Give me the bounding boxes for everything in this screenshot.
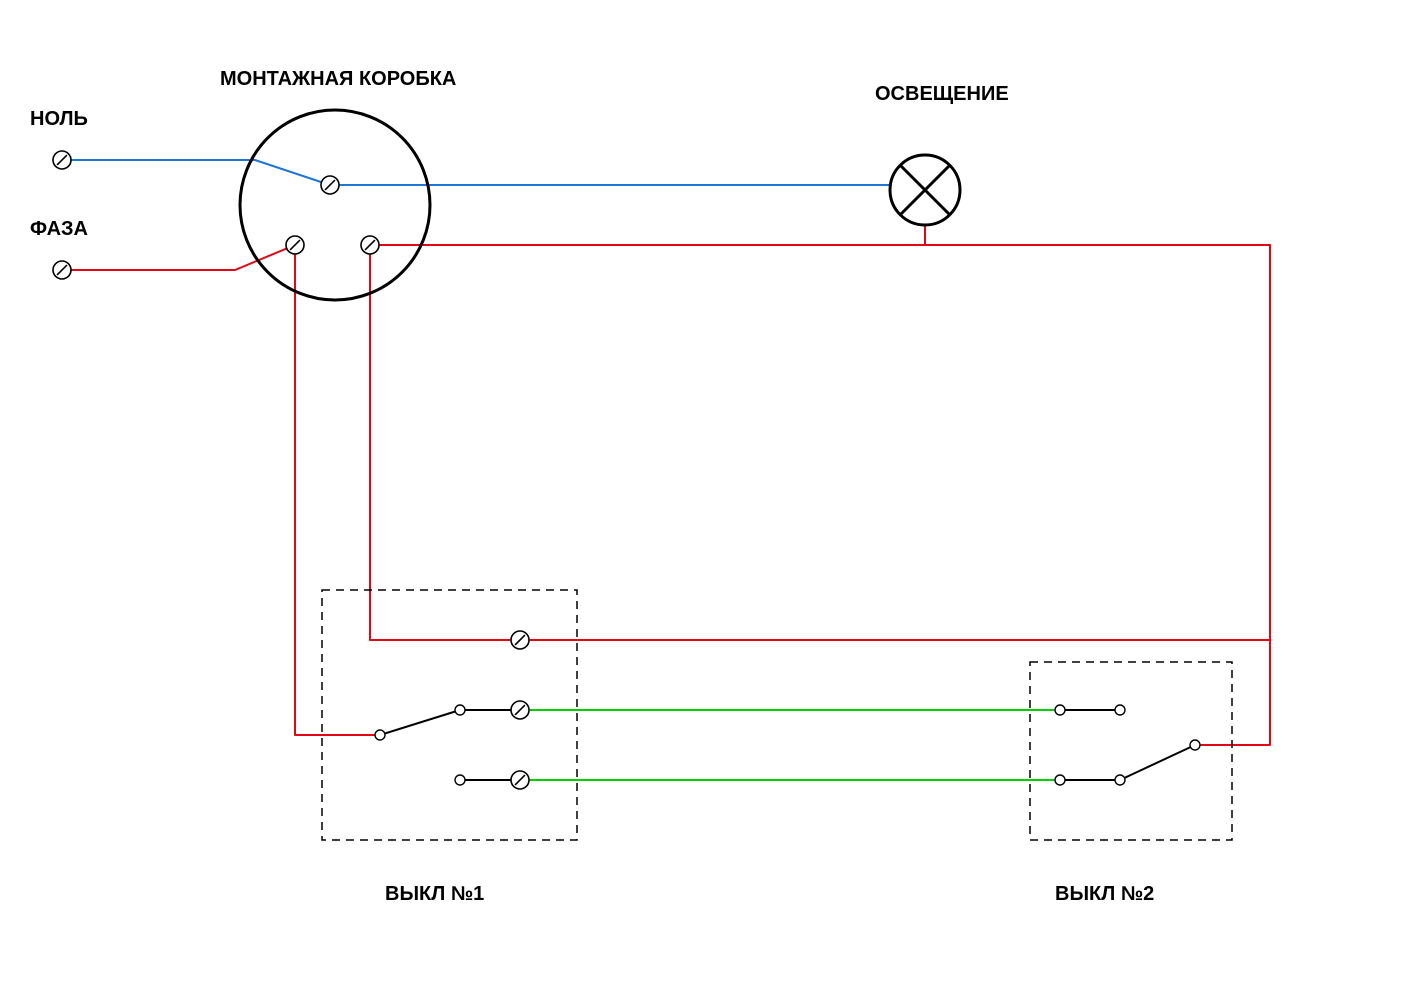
- label-lighting: ОСВЕЩЕНИЕ: [875, 83, 1009, 105]
- switch-arm-sw2-arm: [1120, 745, 1195, 780]
- wire-phase-in-to-jb: [62, 245, 295, 270]
- node-sw1-arm-upper: [455, 705, 465, 715]
- wiring-diagram: НОЛЬ ФАЗА МОНТАЖНАЯ КОРОБКА ОСВЕЩЕНИЕ ВЫКЛ №…: [0, 0, 1413, 988]
- node-sw2-arm-upper: [1115, 705, 1125, 715]
- label-junction_box: МОНТАЖНАЯ КОРОБКА: [220, 68, 456, 90]
- wire-phase-jb-to-sw1common: [295, 245, 380, 735]
- node-sw2-trav-top: [1055, 705, 1065, 715]
- node-sw2-arm-lower: [1115, 775, 1125, 785]
- label-phase: ФАЗА: [30, 218, 88, 240]
- node-sw1-arm-lower: [455, 775, 465, 785]
- wire-lamp-return: [370, 245, 1270, 640]
- wire-load-sw1-to-sw2: [520, 640, 1270, 745]
- node-sw2-common: [1190, 740, 1200, 750]
- junction-box-icon: [240, 110, 430, 300]
- switch-arm-sw1-arm: [380, 710, 460, 735]
- wire-neutral-in-to-jb: [62, 160, 330, 185]
- node-sw1-common: [375, 730, 385, 740]
- label-switch1: ВЫКЛ №1: [385, 883, 484, 905]
- label-switch2: ВЫКЛ №2: [1055, 883, 1154, 905]
- wire-load-jb-down: [370, 245, 520, 640]
- label-neutral: НОЛЬ: [30, 108, 88, 130]
- node-sw2-trav-bot: [1055, 775, 1065, 785]
- switch-box-sw2: [1030, 662, 1232, 840]
- switch-box-sw1: [322, 590, 577, 840]
